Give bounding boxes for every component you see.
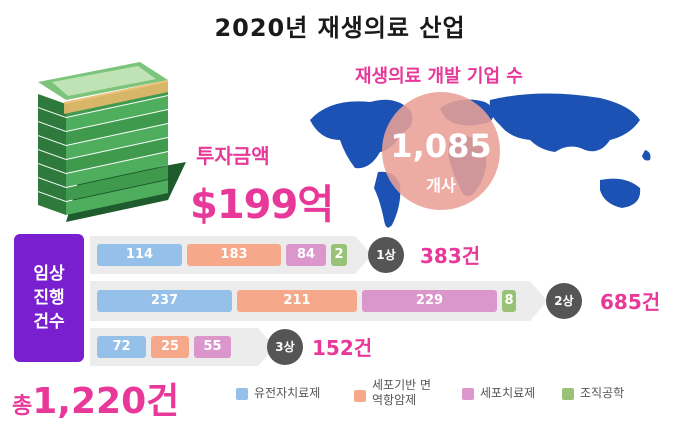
bar-segment: 229 [362, 290, 497, 312]
bar-segment: 25 [151, 336, 189, 358]
legend-label: 세포기반 면역항암제 [372, 378, 432, 407]
investment-label: 투자금액 [196, 144, 270, 168]
legend-item-tissue: 조직공학 [562, 386, 624, 401]
legend-label: 조직공학 [580, 386, 625, 400]
developer-count-bubble [382, 92, 500, 210]
total-value: 1,220건 [32, 381, 180, 422]
clinical-total: 총1,220건 [12, 372, 179, 424]
bar-segment: 237 [97, 290, 232, 312]
bar-segment: 55 [194, 336, 231, 358]
bar-segment: 183 [187, 244, 281, 266]
legend-label: 세포치료제 [480, 386, 536, 400]
legend-item-cell: 세포치료제 [462, 386, 535, 401]
phase-badge: 1상 [368, 237, 404, 273]
page-title: 2020년 재생의료 산업 [214, 14, 466, 42]
money-stack-icon [38, 62, 186, 222]
total-prefix: 총 [12, 394, 33, 419]
phase-badge: 2상 [546, 283, 582, 319]
clinical-label-line: 진행 [33, 288, 65, 308]
bar-segment: 114 [97, 244, 182, 266]
phase-total: 383건 [420, 244, 481, 268]
developer-unit: 개사 [426, 176, 456, 195]
bar-segment: 84 [286, 244, 326, 266]
legend-swatch [236, 387, 248, 400]
clinical-label-line: 임상 [33, 264, 65, 284]
legend-item-cell-immuno: 세포기반 면역항암제 [354, 378, 442, 408]
developer-label: 재생의료 개발 기업 수 [355, 66, 523, 87]
bar-segment: 8 [502, 290, 516, 312]
bar-segment: 211 [237, 290, 357, 312]
legend-label: 유전자치료제 [254, 386, 321, 400]
legend-item-gene: 유전자치료제 [236, 386, 320, 401]
legend-swatch [562, 387, 574, 400]
phase-badge: 3상 [267, 329, 303, 365]
clinical-label-box: 임상 진행 건수 [14, 234, 84, 362]
legend-swatch [354, 390, 366, 402]
legend-swatch [462, 387, 474, 400]
investment-value: $199억 [190, 182, 334, 228]
phase-total: 152건 [312, 336, 373, 360]
phase-total: 685건 [600, 290, 661, 314]
bar-segment: 72 [97, 336, 146, 358]
developer-value: 1,085 [390, 127, 492, 165]
clinical-label-line: 건수 [33, 312, 65, 332]
bar-segment: 2 [331, 244, 347, 266]
